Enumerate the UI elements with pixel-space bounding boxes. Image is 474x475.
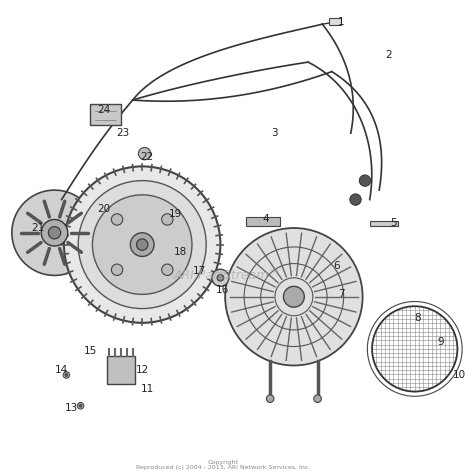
Text: 15: 15 [83,346,97,356]
Circle shape [12,190,97,276]
Text: 17: 17 [192,266,206,276]
Text: 21: 21 [31,223,45,233]
Bar [329,18,341,25]
Circle shape [65,373,68,376]
Text: 5: 5 [390,218,397,228]
Text: 6: 6 [333,261,340,271]
Text: 13: 13 [64,403,78,413]
Text: 14: 14 [55,365,68,375]
Circle shape [314,395,321,402]
Bar [246,217,280,226]
Text: 9: 9 [438,337,444,347]
Text: 16: 16 [216,285,229,294]
Text: 22: 22 [140,152,154,162]
Circle shape [283,286,304,307]
Circle shape [64,166,220,323]
Circle shape [359,175,371,186]
Text: 3: 3 [272,128,278,138]
Circle shape [212,269,229,286]
Circle shape [138,147,151,160]
Text: 7: 7 [338,289,345,299]
Circle shape [217,275,224,281]
Text: 18: 18 [173,247,187,256]
Text: 4: 4 [262,214,269,224]
Text: Copyright
Reproduced (c) 2004 - 2013, ARI Network Services, Inc.: Copyright Reproduced (c) 2004 - 2013, AR… [136,460,310,470]
Circle shape [162,214,173,225]
Circle shape [266,395,274,402]
Text: 1: 1 [338,17,345,27]
Text: 12: 12 [136,365,149,375]
Text: 10: 10 [453,370,466,380]
Circle shape [111,214,123,225]
Bar [90,104,121,125]
Bar [370,221,398,226]
Circle shape [41,219,68,246]
Text: 8: 8 [414,313,420,323]
Circle shape [111,264,123,276]
Bar [107,356,135,384]
Text: ARI PartStream™: ARI PartStream™ [173,269,282,282]
Circle shape [225,228,363,365]
Circle shape [48,227,61,239]
Circle shape [63,371,70,378]
Circle shape [130,233,154,256]
Text: 11: 11 [140,384,154,394]
Circle shape [78,180,206,309]
Circle shape [137,239,148,250]
Circle shape [79,404,82,407]
Text: 24: 24 [98,104,111,114]
Circle shape [77,402,84,409]
Text: 23: 23 [117,128,130,138]
Text: 2: 2 [385,50,392,60]
Text: 19: 19 [169,209,182,219]
Circle shape [162,264,173,276]
Circle shape [92,195,192,294]
Text: 20: 20 [98,204,111,214]
Circle shape [350,194,361,205]
